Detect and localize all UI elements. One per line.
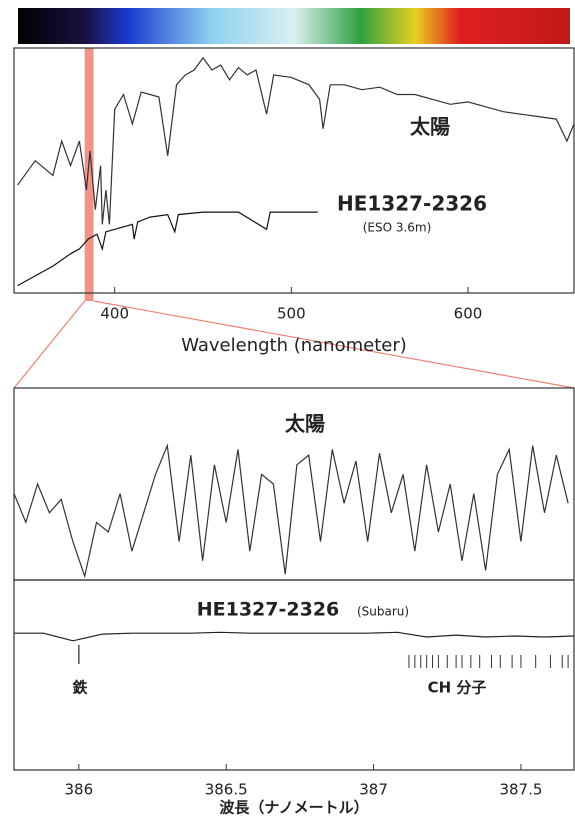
x-tick-label: 386 bbox=[65, 781, 94, 799]
spectrum-line bbox=[14, 632, 574, 641]
x-tick-label: 600 bbox=[454, 305, 483, 323]
annotation: 太陽 bbox=[285, 412, 325, 436]
x-axis-label: Wavelength (nanometer) bbox=[181, 335, 407, 356]
plot-frame bbox=[14, 48, 574, 293]
annotation: (ESO 3.6m) bbox=[363, 221, 432, 235]
annotation: HE1327-2326 bbox=[197, 599, 340, 621]
annotation: 鉄 bbox=[72, 679, 87, 697]
annotation: (Subaru) bbox=[357, 605, 409, 619]
annotation: HE1327-2326 bbox=[337, 192, 487, 216]
x-tick-label: 387.5 bbox=[499, 781, 542, 799]
spectrum-line bbox=[14, 446, 568, 577]
zoom-line bbox=[14, 301, 85, 388]
x-tick-label: 500 bbox=[277, 305, 306, 323]
annotation: CH 分子 bbox=[428, 679, 487, 697]
spectrum-bar bbox=[18, 8, 570, 44]
x-axis-label: 波長（ナノメートル） bbox=[219, 799, 368, 817]
x-tick-label: 387 bbox=[359, 781, 388, 799]
spectrum-line bbox=[18, 212, 318, 286]
chart: 400 500 600 Wavelength (nanometer) 太陽 HE1327-… bbox=[0, 0, 575, 818]
x-tick-label: 386.5 bbox=[205, 781, 248, 799]
spectrum-line bbox=[18, 58, 575, 225]
annotation: 太陽 bbox=[410, 115, 450, 139]
x-tick-label: 400 bbox=[100, 305, 129, 323]
